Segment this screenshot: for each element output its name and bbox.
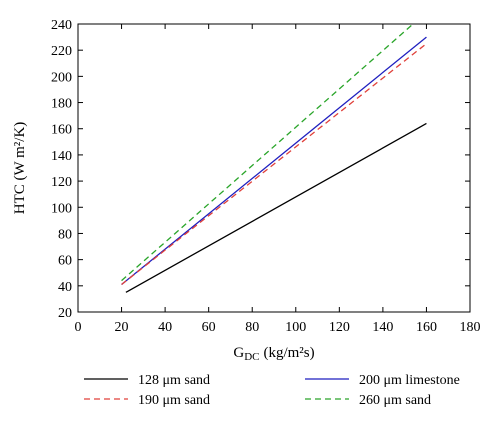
- x-tick-label: 140: [372, 320, 393, 335]
- x-tick-label: 0: [75, 320, 82, 335]
- x-axis-label-sub: DC: [244, 351, 259, 363]
- y-tick-label: 120: [51, 175, 72, 190]
- legend-label: 128 μm sand: [138, 373, 210, 388]
- x-tick-label: 20: [115, 320, 129, 335]
- y-axis-label: HTC (W m²/K): [12, 122, 28, 215]
- x-axis-label: GDC (kg/m²s): [233, 345, 314, 363]
- y-axis: 20 40 60 80 100 120 140 160 180 200 220 240: [51, 18, 470, 321]
- y-tick-label: 60: [58, 254, 72, 269]
- series-line-2: [121, 43, 427, 286]
- x-tick-label: 80: [245, 320, 259, 335]
- y-tick-label: 100: [51, 201, 72, 216]
- x-tick-label: 180: [460, 320, 481, 335]
- x-tick-label: 40: [158, 320, 172, 335]
- x-tick-label: 60: [202, 320, 216, 335]
- legend-label: 190 μm sand: [138, 393, 210, 408]
- series-line-0: [125, 122, 427, 293]
- x-axis: 0 20 40 60 80 100 120 140 160 180: [75, 24, 481, 335]
- y-tick-label: 20: [58, 306, 72, 321]
- y-tick-label: 40: [58, 280, 72, 295]
- x-axis-label-main: G: [233, 345, 244, 361]
- y-tick-label: 240: [51, 18, 72, 33]
- y-tick-label: 200: [51, 70, 72, 85]
- legend-label: 200 μm limestone: [359, 373, 460, 388]
- y-tick-label: 140: [51, 149, 72, 164]
- x-tick-label: 160: [416, 320, 437, 335]
- x-axis-label-unit: (kg/m²s): [263, 345, 314, 361]
- y-tick-label: 160: [51, 123, 72, 138]
- plot-area: [77, 23, 471, 313]
- series-layer: [121, 24, 427, 293]
- legend: 128 μm sand 200 μm limestone 190 μm sand 26…: [84, 373, 460, 408]
- y-tick-label: 220: [51, 44, 72, 59]
- series-line-1: [121, 36, 427, 286]
- x-tick-label: 100: [285, 320, 306, 335]
- y-tick-label: 80: [58, 227, 72, 242]
- x-tick-label: 120: [329, 320, 350, 335]
- y-tick-label: 180: [51, 97, 72, 112]
- series-line-3: [121, 24, 415, 282]
- legend-label: 260 μm sand: [359, 393, 431, 408]
